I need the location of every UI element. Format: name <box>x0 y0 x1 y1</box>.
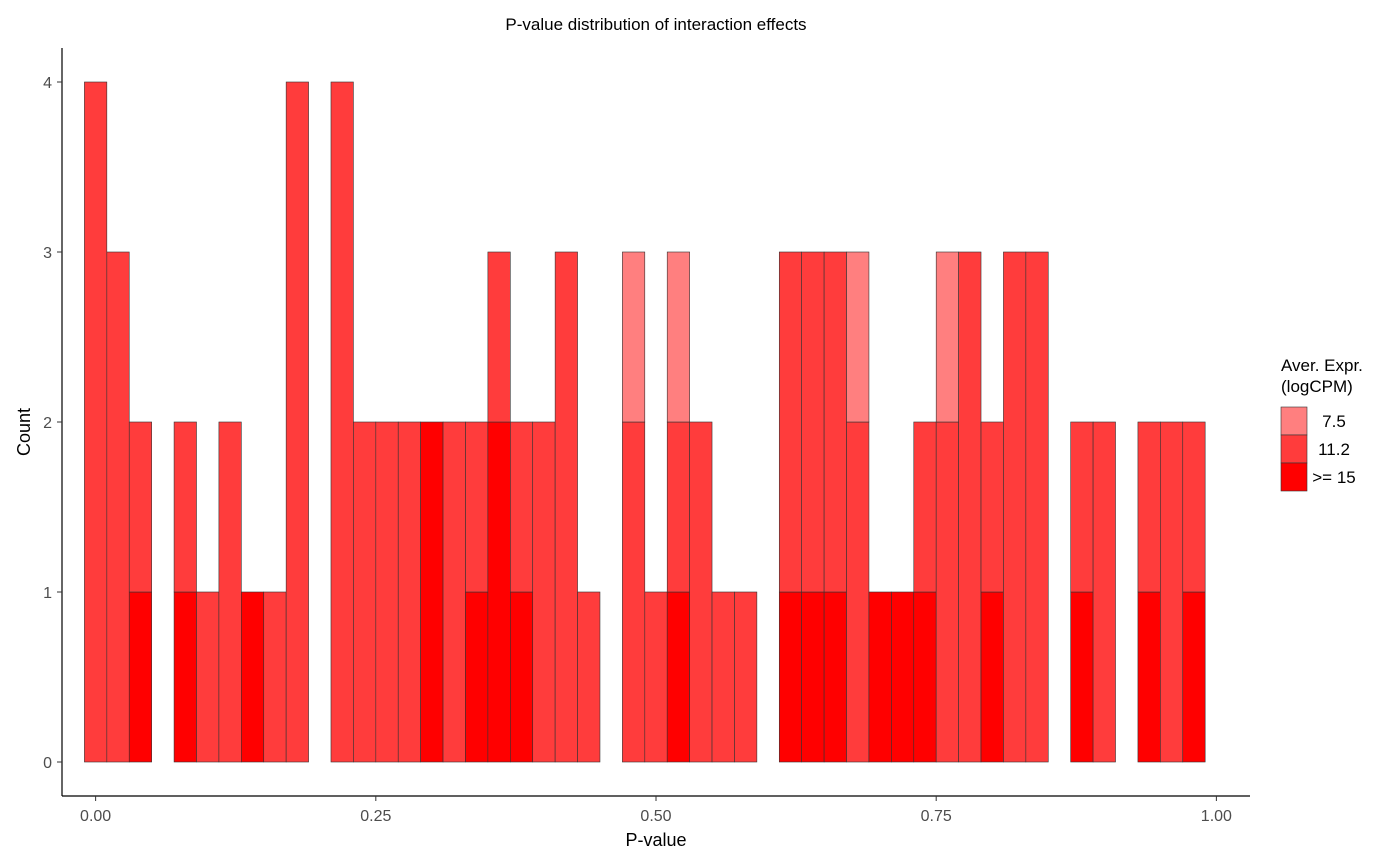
bar-segment <box>1160 421 1184 763</box>
bar-segment <box>1137 421 1161 593</box>
bar-segment <box>173 591 197 763</box>
bar-segment <box>285 81 309 763</box>
bar-segment <box>935 251 959 423</box>
legend-swatch <box>1280 434 1308 464</box>
bar-segment <box>846 421 870 763</box>
bar-segment <box>666 421 690 593</box>
bar-segment <box>397 421 421 763</box>
bar-segment <box>801 591 825 763</box>
y-ticks: 0 1 2 3 4 <box>43 75 62 772</box>
bar-segment <box>622 421 646 763</box>
bar-segment <box>330 81 354 763</box>
bar-segment <box>1070 421 1094 593</box>
bar-segment <box>823 251 847 593</box>
x-tick-label: 1.00 <box>1201 808 1232 825</box>
bar-segment <box>84 81 108 763</box>
bar-segment <box>196 591 220 763</box>
bar-segment <box>241 591 265 763</box>
bar-segment <box>353 421 377 763</box>
bar-segment <box>913 591 937 763</box>
bar-segment <box>1137 591 1161 763</box>
chart-title: P-value distribution of interaction effe… <box>505 15 806 34</box>
bar-segment <box>1070 591 1094 763</box>
x-tick-label: 0.00 <box>80 808 111 825</box>
legend-swatch <box>1280 406 1308 436</box>
bar-segment <box>1182 591 1206 763</box>
bar-segment <box>1092 421 1116 763</box>
y-tick-label: 0 <box>43 755 52 772</box>
x-tick-label: 0.25 <box>360 808 391 825</box>
bar-segment <box>801 251 825 593</box>
y-tick-label: 1 <box>43 585 52 602</box>
bar-segment <box>375 421 399 763</box>
bar-segment <box>1182 421 1206 593</box>
bars-layer <box>84 81 1206 763</box>
bar-segment <box>218 421 242 763</box>
bar-segment <box>263 591 287 763</box>
bar-segment <box>913 421 937 593</box>
x-tick-label: 0.50 <box>640 808 671 825</box>
legend-items: 7.5 11.2 >= 15 <box>1280 406 1356 492</box>
legend-swatch <box>1280 462 1308 492</box>
bar-segment <box>128 421 152 593</box>
y-axis-label: Count <box>14 408 34 456</box>
bar-segment <box>846 251 870 423</box>
bar-segment <box>577 591 601 763</box>
bar-segment <box>420 421 444 763</box>
bar-segment <box>510 421 534 593</box>
y-tick-label: 2 <box>43 415 52 432</box>
y-tick-label: 4 <box>43 75 52 92</box>
bar-segment <box>532 421 556 763</box>
bar-segment <box>442 421 466 763</box>
x-tick-label: 0.75 <box>921 808 952 825</box>
bar-segment <box>980 421 1004 593</box>
bar-segment <box>128 591 152 763</box>
bar-segment <box>487 421 511 763</box>
bar-segment <box>487 251 511 423</box>
legend: Aver. Expr. (logCPM) 7.5 11.2 >= 15 <box>1280 356 1363 492</box>
legend-title-line-2: (logCPM) <box>1281 377 1353 396</box>
bar-segment <box>666 251 690 423</box>
bar-segment <box>778 251 802 593</box>
bar-segment <box>465 591 489 763</box>
bar-segment <box>173 421 197 593</box>
x-ticks: 0.00 0.25 0.50 0.75 1.00 <box>80 796 1232 825</box>
y-tick-label: 3 <box>43 245 52 262</box>
bar-segment <box>711 591 735 763</box>
bar-segment <box>644 591 668 763</box>
bar-segment <box>1003 251 1027 763</box>
bar-segment <box>622 251 646 423</box>
legend-label: 7.5 <box>1322 412 1346 431</box>
bar-segment <box>465 421 489 593</box>
bar-segment <box>554 251 578 763</box>
bar-segment <box>980 591 1004 763</box>
bar-segment <box>935 421 959 763</box>
bar-segment <box>106 251 130 763</box>
legend-title-line-1: Aver. Expr. <box>1281 356 1363 375</box>
bar-segment <box>868 591 892 763</box>
bar-segment <box>734 591 758 763</box>
bar-segment <box>823 591 847 763</box>
x-axis-label: P-value <box>625 830 686 850</box>
legend-label: >= 15 <box>1312 468 1356 487</box>
bar-segment <box>1025 251 1049 763</box>
bar-segment <box>666 591 690 763</box>
bar-segment <box>689 421 713 763</box>
bar-segment <box>891 591 915 763</box>
bar-segment <box>778 591 802 763</box>
legend-label: 11.2 <box>1318 440 1350 459</box>
bar-segment <box>510 591 534 763</box>
bar-segment <box>958 251 982 763</box>
